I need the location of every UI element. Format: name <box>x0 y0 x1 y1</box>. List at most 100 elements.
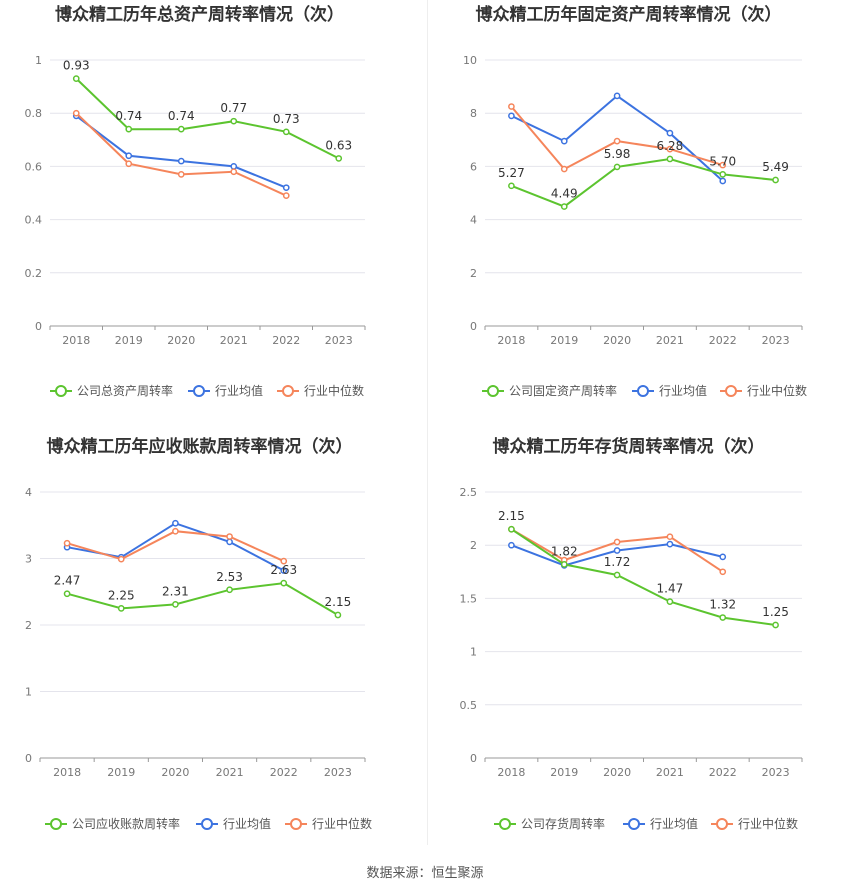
x-tick-label: 2019 <box>550 334 578 347</box>
y-tick-label: 0.6 <box>25 160 43 173</box>
y-tick-label: 1.5 <box>460 592 478 605</box>
chart-svg: 博众精工历年存货周转率情况（次） 0 0.5 1 1.5 2 2.5 2018 2019 2020… <box>460 436 803 831</box>
y-tick-label: 2 <box>470 267 477 280</box>
legend-marker-median <box>716 818 728 830</box>
y-tick-label: 0 <box>25 752 32 765</box>
chart-svg: 博众精工历年总资产周转率情况（次） 0 0.2 0.4 0.6 0.8 1 2018 2019 2… <box>25 4 366 398</box>
data-point-company <box>560 203 568 210</box>
data-label: 4.49 <box>551 187 578 201</box>
data-point-company <box>613 163 621 171</box>
data-label: 1.25 <box>762 605 789 619</box>
series-line-company <box>66 582 339 616</box>
data-point-avg <box>719 177 727 185</box>
legend-marker-company <box>499 818 511 830</box>
data-point-median <box>508 103 515 110</box>
legend-marker-median <box>282 385 294 397</box>
data-label: 2.63 <box>270 563 297 577</box>
data-point-company <box>334 611 342 619</box>
data-label: 1.72 <box>604 555 631 569</box>
x-tick-label: 2018 <box>497 334 525 347</box>
data-label: 0.73 <box>273 112 300 126</box>
data-point-avg <box>613 92 621 100</box>
chart-svg: 博众精工历年固定资产周转率情况（次） 0 2 4 6 8 10 2018 2019 2020 202… <box>463 4 807 398</box>
chart-title: 博众精工历年总资产周转率情况（次） <box>55 4 344 25</box>
data-point-median <box>72 109 80 117</box>
x-tick-label: 2019 <box>107 766 135 779</box>
data-point-company <box>719 171 727 178</box>
y-tick-label: 0 <box>470 320 477 333</box>
y-tick-label: 0.5 <box>460 699 478 712</box>
data-point-avg <box>230 163 238 170</box>
data-point-company <box>772 621 779 629</box>
x-tick-label: 2021 <box>220 334 248 347</box>
x-tick-label: 2020 <box>603 766 631 779</box>
data-label: 6.28 <box>657 139 684 153</box>
data-point-company <box>666 155 674 163</box>
chart-svg: 博众精工历年应收账款周转率情况（次） 0 1 2 3 4 2018 2019 2020 2021 2… <box>25 436 372 831</box>
chart-panel-total-asset-turnover: 博众精工历年总资产周转率情况（次） 0 0.2 0.4 0.6 0.8 1 2018 2019 2… <box>0 0 425 432</box>
y-tick-label: 0 <box>470 752 477 765</box>
data-label: 5.49 <box>762 160 789 174</box>
data-point-company <box>772 176 779 184</box>
legend-marker-median <box>725 385 737 397</box>
y-tick-label: 1 <box>25 686 32 699</box>
y-tick-label: 0 <box>35 320 42 333</box>
x-tick-label: 2023 <box>324 766 352 779</box>
source-note: 数据来源：恒生聚源 <box>366 866 484 881</box>
data-point-median <box>177 171 185 178</box>
y-tick-label: 2 <box>470 539 477 552</box>
data-point-avg <box>177 157 185 165</box>
data-point-company <box>335 155 343 162</box>
legend-label-company: 公司总资产周转率 <box>77 383 173 398</box>
x-tick-label: 2020 <box>167 334 195 347</box>
y-tick-label: 1 <box>470 646 477 659</box>
series-line-company <box>75 77 340 160</box>
y-tick-label: 0.4 <box>25 214 43 227</box>
legend-label-company: 公司应收账款周转率 <box>72 816 180 831</box>
data-point-median <box>613 538 621 546</box>
data-point-company <box>125 125 133 133</box>
x-tick-label: 2022 <box>709 334 737 347</box>
data-point-avg <box>719 553 727 561</box>
chart-panel-receivables-turnover: 博众精工历年应收账款周转率情况（次） 0 1 2 3 4 2018 2019 2020 2021 2… <box>0 432 425 864</box>
series-line-company <box>511 157 776 208</box>
data-label: 0.93 <box>63 59 90 73</box>
y-tick-label: 0.8 <box>25 107 43 120</box>
data-point-company <box>560 561 568 568</box>
y-tick-label: 2.5 <box>460 486 478 499</box>
panel-divider <box>427 0 428 845</box>
data-label: 1.32 <box>709 598 736 612</box>
data-point-median <box>230 168 238 176</box>
legend-marker-avg <box>637 385 649 397</box>
x-tick-label: 2021 <box>216 766 244 779</box>
chart-panel-inventory-turnover: 博众精工历年存货周转率情况（次） 0 0.5 1 1.5 2 2.5 2018 2019 2020… <box>428 432 850 864</box>
chart-title: 博众精工历年应收账款周转率情况（次） <box>47 436 353 457</box>
y-tick-label: 8 <box>470 107 477 120</box>
data-label: 1.47 <box>657 582 684 596</box>
data-label: 2.31 <box>162 584 189 598</box>
chart-panel-fixed-asset-turnover: 博众精工历年固定资产周转率情况（次） 0 2 4 6 8 10 2018 2019 2020 202… <box>428 0 850 432</box>
data-point-company <box>72 75 80 82</box>
data-point-avg <box>508 112 515 120</box>
chart-title: 博众精工历年存货周转率情况（次） <box>493 436 765 457</box>
data-point-median <box>63 539 71 547</box>
y-tick-label: 4 <box>25 486 32 499</box>
x-tick-label: 2022 <box>709 766 737 779</box>
data-point-company <box>226 586 233 594</box>
data-label: 0.63 <box>325 138 352 152</box>
data-point-median <box>280 557 288 565</box>
data-point-company <box>719 614 727 621</box>
data-point-company <box>63 590 71 598</box>
y-tick-label: 10 <box>463 54 477 67</box>
legend-label-median: 行业中位数 <box>312 816 372 831</box>
data-point-median <box>282 192 290 200</box>
data-label: 0.77 <box>220 101 247 115</box>
x-tick-label: 2018 <box>497 766 525 779</box>
legend-marker-company <box>50 818 62 830</box>
legend-marker-company <box>487 385 499 397</box>
data-label: 5.98 <box>604 147 631 161</box>
data-point-median <box>560 165 568 173</box>
y-tick-label: 3 <box>25 553 32 566</box>
x-tick-label: 2023 <box>762 334 790 347</box>
y-tick-label: 1 <box>35 54 42 67</box>
